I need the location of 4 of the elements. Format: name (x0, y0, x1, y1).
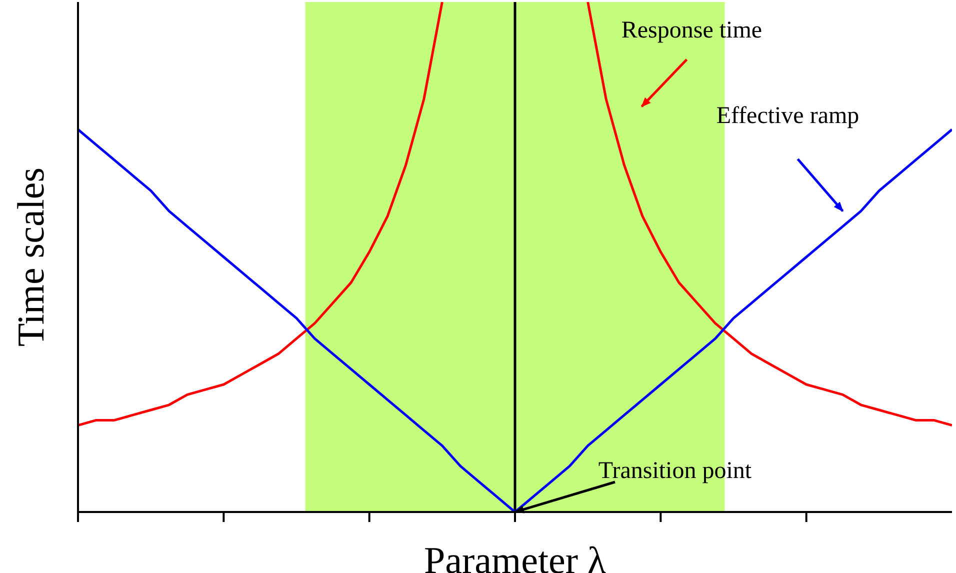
annotation: Effective ramp (716, 103, 860, 130)
y-axis-title: Time scales (10, 167, 52, 347)
annotation: Transition point (598, 458, 752, 484)
annotation: Response time (621, 18, 762, 44)
